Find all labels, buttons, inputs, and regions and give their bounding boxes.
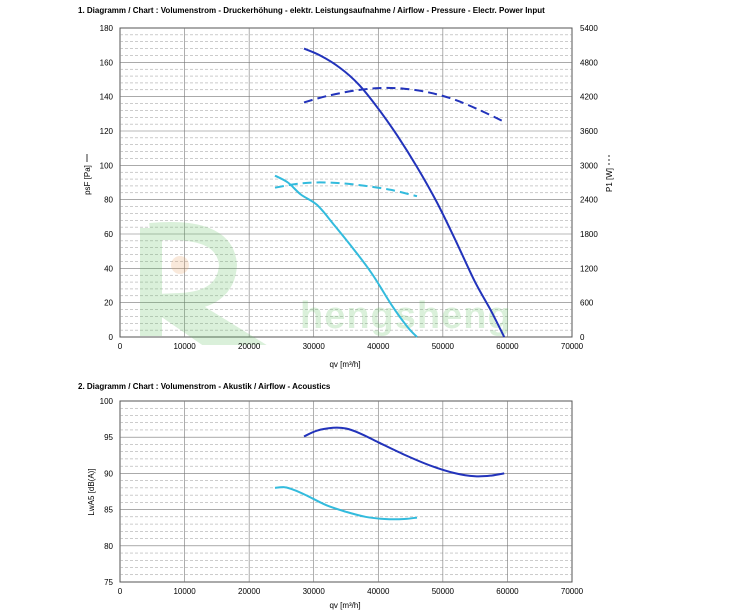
chart-1-series (274, 47, 506, 338)
y-tick-label: 75 (104, 578, 113, 587)
x-tick-label: 10000 (173, 587, 196, 596)
series-line-3 (274, 174, 418, 338)
x-tick-label: 30000 (303, 587, 326, 596)
x-tick-label: 30000 (303, 342, 326, 351)
y2-tick-label: 3600 (580, 127, 598, 136)
x-tick-label: 0 (118, 342, 123, 351)
plot-frame (119, 400, 573, 583)
y-tick-label: 140 (100, 93, 114, 102)
chart-2-xlabel: qv [m³/h] (329, 601, 360, 610)
series-line-4 (274, 181, 418, 198)
y2-tick-label: 1800 (580, 230, 598, 239)
x-tick-label: 0 (118, 587, 123, 596)
chart-1-tick-labels: 0 10000 20000 30000 40000 50000 60000 700000204… (100, 24, 599, 351)
chart-1-title: 1. Diagramm / Chart : Volumenstrom - Dru… (78, 6, 545, 15)
chart-1-y2label: P1 [W] (605, 168, 614, 192)
y2-tick-label: 5400 (580, 24, 598, 33)
watermark-text: hengsheng (300, 295, 512, 337)
x-tick-label: 70000 (561, 587, 584, 596)
chart-1-xlabel: qv [m³/h] (329, 360, 360, 369)
y-tick-label: 60 (104, 230, 113, 239)
chart-1-grid (119, 27, 573, 338)
series-line-2 (303, 86, 505, 123)
chart-2: 2. Diagramm / Chart : Volumenstrom - Aku… (78, 382, 584, 610)
chart-1: 1. Diagramm / Chart : Volumenstrom - Dru… (78, 6, 614, 369)
chart-2-ylabel: LwA5 [dB(A)] (87, 468, 96, 515)
y-tick-label: 160 (100, 58, 114, 67)
y-tick-label: 80 (104, 196, 113, 205)
y2-tick-label: 600 (580, 299, 594, 308)
y-tick-label: 95 (104, 433, 113, 442)
y-tick-label: 120 (100, 127, 114, 136)
chart-2-tick-labels: 0 10000 20000 30000 40000 50000 60000 70000 75 80… (100, 397, 584, 596)
x-tick-label: 50000 (432, 342, 455, 351)
y2-tick-label: 1200 (580, 264, 598, 273)
x-tick-label: 60000 (496, 342, 519, 351)
watermark-logo: hengsheng (140, 222, 512, 345)
x-tick-label: 20000 (238, 342, 261, 351)
y2-tick-label: 3000 (580, 161, 598, 170)
series-line-1 (303, 426, 505, 478)
x-tick-label: 20000 (238, 587, 261, 596)
chart-2-grid (119, 400, 573, 583)
y-tick-label: 90 (104, 469, 113, 478)
y-tick-label: 0 (109, 333, 114, 342)
watermark-logo-dot (171, 256, 189, 274)
watermark-logo-arc (149, 222, 267, 345)
plot-frame (119, 27, 573, 338)
chart-2-series (274, 426, 505, 521)
y-tick-label: 100 (100, 397, 114, 406)
x-tick-label: 40000 (367, 587, 390, 596)
x-tick-label: 10000 (173, 342, 196, 351)
chart-1-ylabel: psF [Pa] (83, 165, 92, 195)
x-tick-label: 70000 (561, 342, 584, 351)
y2-tick-label: 4800 (580, 58, 598, 67)
y-tick-label: 85 (104, 506, 113, 515)
y-tick-label: 180 (100, 24, 114, 33)
x-tick-label: 50000 (432, 587, 455, 596)
y-tick-label: 20 (104, 299, 113, 308)
x-tick-label: 60000 (496, 587, 519, 596)
x-tick-label: 40000 (367, 342, 390, 351)
y2-tick-label: 4200 (580, 93, 598, 102)
y2-tick-label: 0 (580, 333, 585, 342)
y-tick-label: 80 (104, 542, 113, 551)
series-line-2 (274, 486, 418, 521)
y-tick-label: 100 (100, 161, 114, 170)
chart-2-title: 2. Diagramm / Chart : Volumenstrom - Aku… (78, 382, 331, 391)
watermark-logo-left-bar (140, 228, 162, 336)
y-tick-label: 40 (104, 264, 113, 273)
series-line-1 (303, 47, 506, 338)
y2-tick-label: 2400 (580, 196, 598, 205)
